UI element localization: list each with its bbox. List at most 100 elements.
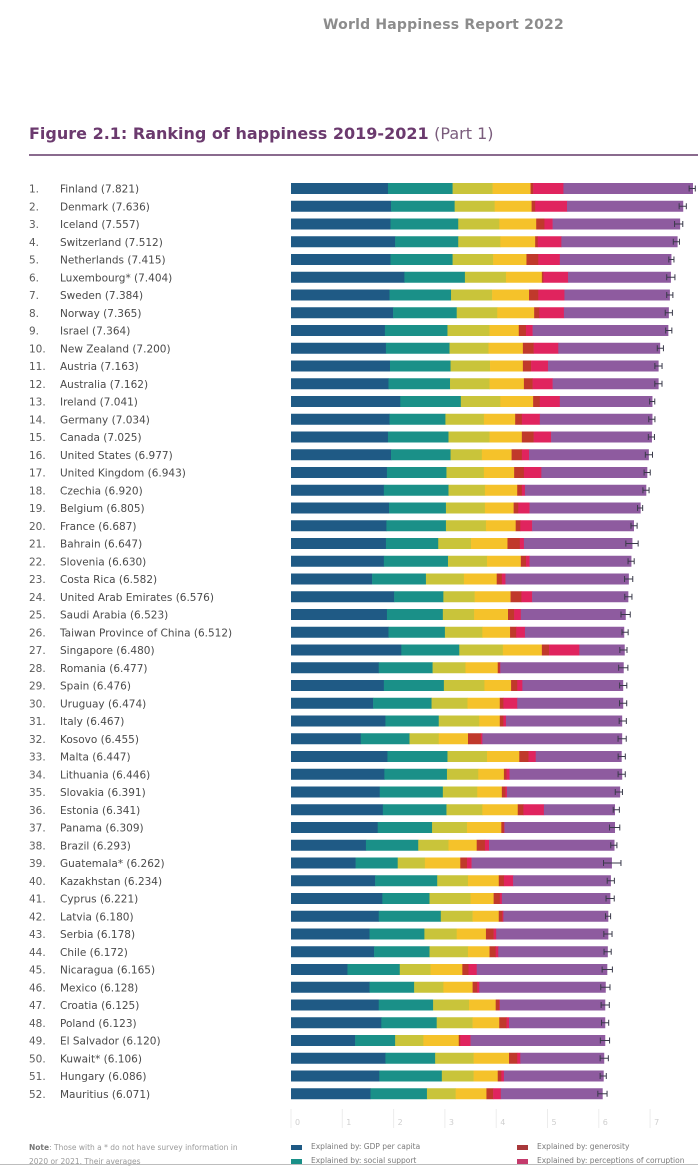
bar-segment-perceptions-of-corruption [499, 662, 501, 674]
bar-segment-freedom [456, 928, 487, 940]
bar-segment-freedom [443, 981, 473, 993]
rank-label: 32. [29, 734, 46, 746]
bar-segment-social-support [389, 413, 446, 425]
rank-label: 52. [29, 1089, 46, 1101]
legend-corruption-label: Explained by: perceptions of corruption [537, 1156, 685, 1165]
bar-segment-perceptions-of-corruption [528, 751, 537, 762]
bar-segment-healthy-life-expectancy [429, 946, 469, 958]
rank-label: 37. [29, 823, 46, 835]
bar-segment-healthy-life-expectancy [444, 626, 483, 638]
rank-label: 9. [29, 326, 39, 338]
bar-segment-freedom [489, 431, 523, 443]
x-tick-label: 7 [654, 1118, 659, 1127]
bar-segment-perceptions-of-corruption [501, 1070, 505, 1082]
bar-segment-healthy-life-expectancy [442, 786, 478, 798]
bar-segment-social-support [384, 768, 448, 780]
bar-segment-dystopia-residual [504, 822, 616, 833]
bar-segment-freedom [489, 378, 525, 390]
bar-segment-social-support [378, 910, 442, 922]
country-label: Italy (6.467) [60, 716, 124, 728]
bar-segment-gdp-per-capita [291, 910, 380, 922]
note-label: Note [29, 1143, 50, 1152]
country-label: United Arab Emirates (6.576) [60, 592, 214, 604]
bar-segment-social-support [379, 786, 444, 798]
bar-segment-gdp-per-capita [291, 946, 375, 958]
country-label: Serbia (6.178) [60, 929, 135, 941]
bar-segment-gdp-per-capita [291, 626, 389, 638]
note-text: : Those with a * do not have survey info… [29, 1143, 238, 1166]
bar-segment-social-support [383, 555, 449, 567]
bar-segment-healthy-life-expectancy [399, 964, 431, 975]
bar-segment-freedom [471, 538, 508, 549]
bar-segment-dystopia-residual [509, 768, 623, 780]
legend-social: Explained by: social support [291, 1156, 416, 1165]
bar-segment-gdp-per-capita [291, 928, 370, 940]
bar-segment-freedom [469, 999, 496, 1011]
bar-segment-gdp-per-capita [291, 1035, 356, 1046]
bar-segment-generosity [515, 520, 521, 532]
country-label: Costa Rica (6.582) [60, 574, 157, 586]
bar-segment-freedom [466, 822, 502, 833]
bar-segment-generosity [522, 342, 534, 354]
rank-label: 4. [29, 237, 39, 249]
bar-segment-dystopia-residual [503, 1070, 604, 1082]
country-label: Saudi Arabia (6.523) [60, 610, 168, 622]
bar-segment-healthy-life-expectancy [448, 484, 486, 496]
bar-segment-perceptions-of-corruption [484, 839, 490, 851]
rank-label: 40. [29, 876, 46, 888]
bar-segment-healthy-life-expectancy [450, 378, 490, 390]
bar-segment-perceptions-of-corruption [517, 680, 523, 691]
bar-segment-healthy-life-expectancy [395, 1035, 424, 1046]
bar-segment-dystopia-residual [505, 715, 623, 727]
country-label: Kuwait* (6.106) [60, 1053, 142, 1065]
legend-gdp-label: Explained by: GDP per capita [311, 1142, 421, 1151]
bar-segment-generosity [514, 467, 525, 478]
bar-segment-perceptions-of-corruption [501, 573, 506, 585]
bar-segment-perceptions-of-corruption [502, 910, 504, 922]
bar-segment-perceptions-of-corruption [521, 484, 526, 496]
bar-segment-perceptions-of-corruption [521, 591, 533, 603]
country-label: Mauritius (6.071) [60, 1089, 150, 1101]
bar-segment-dystopia-residual [482, 733, 623, 745]
bar-segment-social-support [375, 875, 438, 887]
bar-segment-dystopia-residual [471, 857, 612, 869]
bar-segment-gdp-per-capita [291, 822, 378, 833]
bar-segment-social-support [390, 254, 453, 265]
bar-segment-healthy-life-expectancy [409, 733, 440, 745]
bar-segment-freedom [505, 271, 543, 283]
bar-segment-generosity [497, 662, 501, 674]
bar-segment-gdp-per-capita [291, 200, 392, 212]
country-label: Poland (6.123) [60, 1018, 137, 1030]
bar-segment-social-support [387, 751, 448, 762]
bar-segment-social-support [347, 964, 401, 975]
bar-segment-generosity [535, 236, 539, 248]
bar-segment-dystopia-residual [524, 626, 625, 638]
bar-segment-generosity [519, 751, 529, 762]
bar-segment-social-support [395, 236, 459, 248]
bar-segment-healthy-life-expectancy [440, 910, 473, 922]
bar-segment-dystopia-residual [558, 342, 661, 354]
bar-segment-social-support [382, 893, 430, 904]
bar-segment-social-support [394, 591, 444, 603]
bar-segment-freedom [485, 520, 516, 532]
bar-segment-gdp-per-capita [291, 360, 391, 372]
rank-label: 11. [29, 361, 46, 373]
bar-segment-dystopia-residual [579, 644, 625, 656]
legend-generosity-swatch [517, 1144, 528, 1150]
bar-segment-perceptions-of-corruption [544, 218, 553, 230]
bar-segment-social-support [378, 999, 434, 1011]
country-label: Australia (7.162) [60, 379, 148, 391]
rank-label: 25. [29, 610, 46, 622]
bar-segment-generosity [501, 786, 506, 798]
bar-segment-freedom [493, 254, 527, 265]
rank-label: 36. [29, 805, 46, 817]
rank-label: 31. [29, 716, 46, 728]
country-label: Chile (6.172) [60, 947, 128, 959]
country-label: Guatemala* (6.262) [60, 858, 165, 870]
country-label: France (6.687) [60, 521, 137, 533]
bar-segment-generosity [513, 502, 519, 514]
bar-segment-generosity [511, 449, 523, 461]
country-label: Kazakhstan (6.234) [60, 876, 162, 888]
bar-segment-dystopia-residual [496, 928, 609, 940]
bar-segment-perceptions-of-corruption [466, 857, 472, 869]
